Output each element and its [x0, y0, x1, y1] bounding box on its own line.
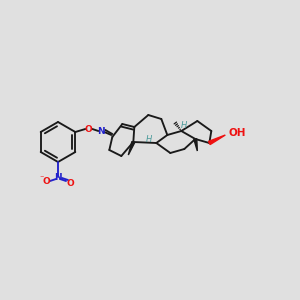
Text: O: O [66, 179, 74, 188]
Polygon shape [194, 139, 197, 151]
Polygon shape [208, 135, 225, 145]
Polygon shape [128, 142, 135, 155]
Text: OH: OH [229, 128, 246, 138]
Text: H: H [181, 122, 188, 130]
Text: ⁻: ⁻ [40, 173, 44, 182]
Text: N: N [54, 172, 62, 182]
Text: O: O [42, 178, 50, 187]
Text: H: H [146, 136, 152, 145]
Text: O: O [84, 124, 92, 134]
Text: N: N [98, 127, 105, 136]
